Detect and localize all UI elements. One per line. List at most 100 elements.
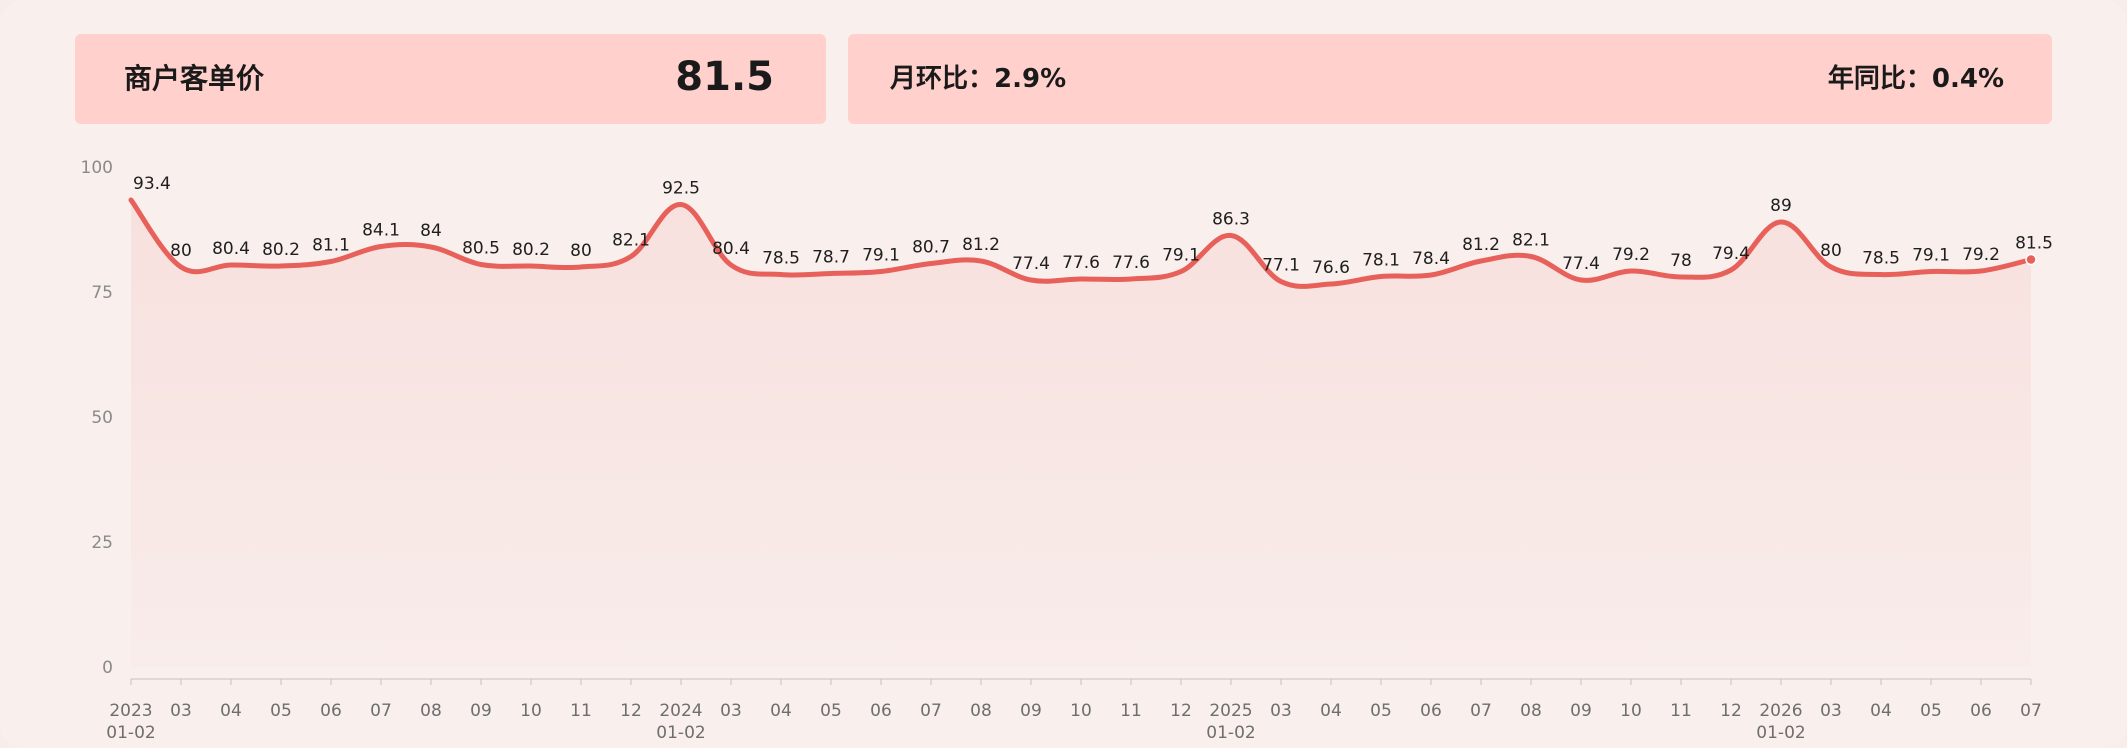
- series-line: [128, 197, 2034, 289]
- data-label: 82.1: [1512, 231, 1550, 251]
- x-tick-label: 08: [1520, 701, 1542, 721]
- x-tick-label: 06: [1970, 701, 1992, 721]
- y-tick-label: 50: [91, 408, 113, 428]
- data-label: 80.4: [212, 239, 250, 259]
- x-tick-label: 10: [1070, 701, 1092, 721]
- x-tick-label: 05: [270, 701, 292, 721]
- data-label: 93.4: [133, 174, 171, 194]
- mom-value: 2.9%: [994, 64, 1067, 94]
- x-tick-label: 07: [1470, 701, 1492, 721]
- data-label: 80.4: [712, 239, 750, 259]
- x-tick-label: 07: [2020, 701, 2042, 721]
- x-tick-label: 04: [1320, 701, 1342, 721]
- x-tick-label: 04: [220, 701, 242, 721]
- y-tick-label: 75: [91, 283, 113, 303]
- data-label: 80.7: [912, 238, 950, 258]
- x-tick-label: 11: [1120, 701, 1142, 721]
- x-tick-label: 06: [320, 701, 342, 721]
- last-point-marker: [2025, 253, 2037, 266]
- x-tick-label: 07: [370, 701, 392, 721]
- data-label: 86.3: [1212, 210, 1250, 230]
- data-label: 78.1: [1362, 251, 1400, 271]
- data-label: 79.1: [1912, 246, 1950, 266]
- data-label: 78.5: [1862, 249, 1900, 269]
- x-tick-label: 09: [470, 701, 492, 721]
- data-label: 79.1: [862, 246, 900, 266]
- data-label: 82.1: [612, 231, 650, 251]
- data-label: 79.4: [1712, 244, 1750, 264]
- x-tick-label: 03: [1820, 701, 1842, 721]
- data-label: 81.5: [2015, 234, 2053, 254]
- x-tick-label: 08: [420, 701, 442, 721]
- data-label: 78: [1670, 251, 1692, 271]
- mom-label: 月环比：: [890, 64, 995, 94]
- metric-card: 商户客单价 81.5: [75, 34, 826, 124]
- x-tick-label: 09: [1020, 701, 1042, 721]
- data-label: 77.6: [1062, 253, 1100, 273]
- x-tick-label: 2025: [1209, 701, 1252, 721]
- metric-label: 商户客单价: [124, 62, 265, 95]
- y-tick-label: 25: [91, 533, 113, 553]
- y-tick-label: 0: [102, 658, 113, 678]
- data-label: 77.6: [1112, 253, 1150, 273]
- data-label: 81.2: [1462, 235, 1500, 255]
- data-label: 89: [1770, 196, 1792, 216]
- yoy-value: 0.4%: [1931, 64, 2004, 94]
- x-tick-label: 2024: [659, 701, 702, 721]
- data-label: 81.2: [962, 235, 1000, 255]
- data-label: 80.2: [512, 240, 550, 260]
- x-tick-label: 01-02: [1756, 723, 1805, 743]
- x-tick-label: 01-02: [1206, 723, 1255, 743]
- x-tick-label: 11: [1670, 701, 1692, 721]
- data-label: 84.1: [362, 221, 400, 241]
- x-tick-label: 2026: [1759, 701, 1802, 721]
- x-tick-label: 10: [520, 701, 542, 721]
- x-tick-label: 07: [920, 701, 942, 721]
- comparison-card: 月环比：2.9% 年同比：0.4%: [848, 34, 2052, 124]
- y-tick-label: 100: [81, 158, 113, 178]
- data-label: 77.4: [1012, 254, 1050, 274]
- data-label: 78.7: [812, 248, 850, 268]
- year-over-year: 年同比：0.4%: [1828, 34, 2004, 124]
- data-label: 77.4: [1562, 254, 1600, 274]
- x-tick-label: 12: [1720, 701, 1742, 721]
- data-label: 80.2: [262, 240, 300, 260]
- month-over-month: 月环比：2.9%: [890, 34, 1066, 124]
- x-tick-label: 06: [1420, 701, 1442, 721]
- x-tick-label: 09: [1570, 701, 1592, 721]
- data-label: 78.5: [762, 249, 800, 269]
- yoy-label: 年同比：: [1827, 64, 1932, 94]
- data-label: 80.5: [462, 239, 500, 259]
- data-label: 76.6: [1312, 258, 1350, 278]
- x-tick-label: 06: [870, 701, 892, 721]
- data-label: 81.1: [312, 236, 350, 256]
- x-tick-label: 10: [1620, 701, 1642, 721]
- data-label: 79.2: [1612, 245, 1650, 265]
- data-label: 78.4: [1412, 249, 1450, 269]
- x-tick-label: 11: [570, 701, 592, 721]
- x-tick-label: 04: [770, 701, 792, 721]
- data-label: 77.1: [1262, 256, 1300, 276]
- x-tick-label: 03: [720, 701, 742, 721]
- data-label: 80: [1820, 241, 1842, 261]
- data-label: 79.2: [1962, 245, 2000, 265]
- x-tick-label: 2023: [109, 701, 152, 721]
- x-tick-label: 01-02: [656, 723, 705, 743]
- metric-value: 81.5: [675, 54, 774, 100]
- x-tick-label: 12: [1170, 701, 1192, 721]
- x-tick-label: 01-02: [106, 723, 155, 743]
- data-label: 80: [570, 241, 592, 261]
- x-tick-label: 05: [1920, 701, 1942, 721]
- x-tick-label: 04: [1870, 701, 1892, 721]
- series-area: [131, 200, 2031, 667]
- x-tick-label: 05: [1370, 701, 1392, 721]
- data-label: 79.1: [1162, 246, 1200, 266]
- x-tick-label: 08: [970, 701, 992, 721]
- data-label: 84: [420, 221, 442, 241]
- x-tick-label: 05: [820, 701, 842, 721]
- data-label: 92.5: [662, 179, 700, 199]
- x-tick-label: 03: [170, 701, 192, 721]
- x-tick-label: 12: [620, 701, 642, 721]
- x-tick-label: 03: [1270, 701, 1292, 721]
